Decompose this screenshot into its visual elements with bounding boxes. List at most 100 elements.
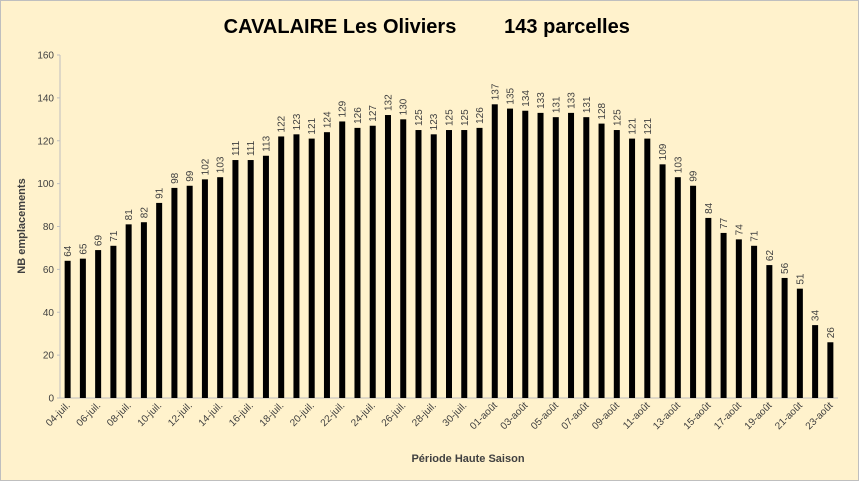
bar xyxy=(522,110,529,399)
bar xyxy=(186,185,193,398)
value-label: 103 xyxy=(216,156,227,173)
bar xyxy=(781,277,788,398)
value-label: 132 xyxy=(383,94,394,111)
value-label: 34 xyxy=(811,310,822,322)
bar xyxy=(629,138,636,398)
bar xyxy=(400,119,407,398)
value-label: 133 xyxy=(567,92,578,109)
bar xyxy=(491,104,498,399)
bar xyxy=(125,224,132,398)
value-label: 131 xyxy=(551,96,562,113)
bar xyxy=(598,123,605,398)
bar xyxy=(64,260,71,398)
value-label: 131 xyxy=(582,96,593,113)
bar xyxy=(79,258,86,398)
value-label: 134 xyxy=(521,90,532,107)
value-label: 102 xyxy=(200,158,211,175)
value-label: 26 xyxy=(826,327,837,339)
value-label: 71 xyxy=(109,230,120,242)
value-label: 125 xyxy=(460,109,471,126)
y-tick-label: 160 xyxy=(37,51,54,62)
bar xyxy=(720,232,727,398)
value-label: 98 xyxy=(170,172,181,184)
bar xyxy=(568,112,575,398)
bar xyxy=(339,121,346,399)
bar xyxy=(735,239,742,398)
y-tick-label: 80 xyxy=(43,222,55,233)
bar xyxy=(461,130,468,398)
y-tick-label: 20 xyxy=(43,351,55,362)
value-label: 124 xyxy=(322,111,333,128)
value-label: 111 xyxy=(231,140,242,156)
x-axis-label: Période Haute Saison xyxy=(411,453,524,465)
value-label: 137 xyxy=(490,83,501,100)
y-tick-label: 0 xyxy=(48,394,54,405)
value-label: 69 xyxy=(94,235,105,247)
value-label: 130 xyxy=(399,98,410,115)
value-label: 103 xyxy=(673,156,684,173)
bar xyxy=(613,130,620,398)
value-label: 125 xyxy=(414,109,425,126)
bar xyxy=(354,127,361,398)
value-label: 129 xyxy=(338,100,349,117)
value-label: 111 xyxy=(246,140,257,156)
bar xyxy=(812,325,819,398)
bar xyxy=(507,108,514,398)
value-label: 99 xyxy=(689,170,700,182)
bar xyxy=(262,155,269,398)
value-label: 123 xyxy=(292,113,303,130)
value-label: 121 xyxy=(307,117,318,134)
y-tick-label: 100 xyxy=(37,179,54,190)
value-label: 56 xyxy=(780,262,791,274)
bar xyxy=(446,130,452,398)
bar xyxy=(110,245,117,398)
bar xyxy=(751,245,758,398)
bar xyxy=(415,130,422,398)
value-label: 125 xyxy=(612,109,623,126)
bar xyxy=(644,138,651,398)
bar xyxy=(201,179,208,398)
value-label: 91 xyxy=(155,187,166,199)
value-label: 135 xyxy=(506,87,517,104)
bar xyxy=(690,185,697,398)
bar xyxy=(156,202,163,398)
bar xyxy=(171,187,178,398)
bar xyxy=(140,222,147,398)
bar xyxy=(796,288,803,398)
value-label: 127 xyxy=(368,105,379,122)
value-label: 133 xyxy=(536,92,547,109)
value-label: 82 xyxy=(139,207,150,219)
value-label: 126 xyxy=(353,107,364,124)
value-label: 71 xyxy=(750,230,761,242)
value-label: 51 xyxy=(795,273,806,285)
y-tick-label: 60 xyxy=(43,265,55,276)
value-label: 62 xyxy=(765,250,776,262)
bar xyxy=(552,117,559,398)
bar xyxy=(232,160,239,398)
bar xyxy=(247,160,254,398)
bar xyxy=(674,177,681,398)
y-tick-label: 40 xyxy=(43,308,55,319)
value-label: 84 xyxy=(704,202,715,214)
bar xyxy=(430,134,437,398)
bar xyxy=(476,127,483,398)
y-tick-label: 120 xyxy=(37,136,54,147)
value-label: 121 xyxy=(643,117,654,134)
bar xyxy=(537,112,544,398)
value-label: 121 xyxy=(628,117,639,134)
bar xyxy=(323,132,330,399)
value-label: 109 xyxy=(658,143,669,160)
y-tick-label: 140 xyxy=(37,93,54,104)
bar xyxy=(827,342,834,398)
bar xyxy=(766,265,773,398)
value-label: 126 xyxy=(475,107,486,124)
chart-subtitle: 143 parcelles xyxy=(504,16,630,38)
chart-title: CAVALAIRE Les Oliviers xyxy=(224,16,457,38)
bar xyxy=(583,117,590,398)
value-label: 123 xyxy=(429,113,440,130)
value-label: 125 xyxy=(445,109,456,126)
bar xyxy=(278,136,285,398)
bar xyxy=(384,115,391,399)
bar xyxy=(659,164,666,398)
